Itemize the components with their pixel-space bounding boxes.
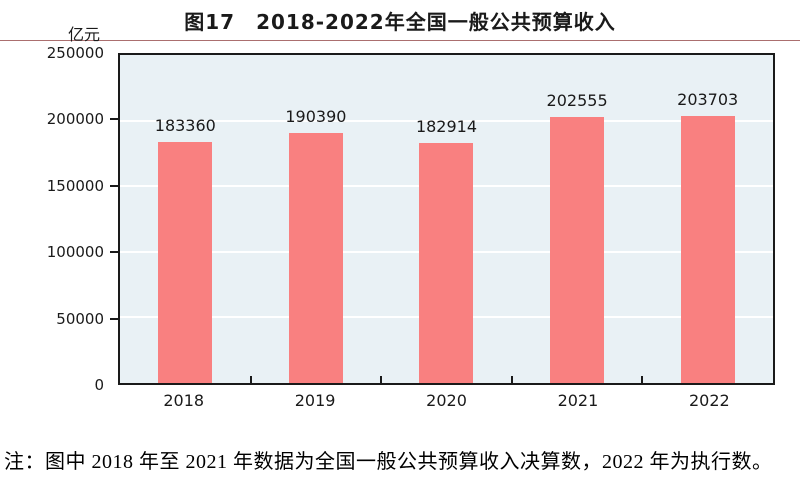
footnote: 注：图中 2018 年至 2021 年数据为全国一般公共预算收入决算数，2022… xyxy=(4,451,773,473)
y-tick-label: 100000 xyxy=(46,243,104,262)
x-axis-category-label: 2018 xyxy=(163,391,205,410)
y-axis-unit-label: 亿元 xyxy=(67,25,100,44)
chart-title: 图17 2018-2022年全国一般公共预算收入 xyxy=(184,10,616,34)
y-tick-label: 250000 xyxy=(46,44,104,62)
y-tick-label: 0 xyxy=(94,376,104,394)
bar xyxy=(419,143,474,383)
bars: 183360 190390 182914 202555 203703 xyxy=(120,55,773,383)
y-tick-label: 50000 xyxy=(56,309,104,328)
x-axis-labels: 2018 2019 2020 2021 2022 xyxy=(118,391,775,410)
x-axis-category-label: 2019 xyxy=(294,391,336,410)
y-tick-label: 150000 xyxy=(46,176,104,195)
bar xyxy=(550,117,605,383)
bar-value-label: 203703 xyxy=(677,89,739,109)
y-tick-mark xyxy=(110,118,118,121)
x-axis-category-label: 2020 xyxy=(426,391,467,410)
bar-value-label: 182914 xyxy=(415,117,478,137)
title-underline-rule xyxy=(0,40,800,41)
gridline xyxy=(120,119,773,122)
bar-column: 202555 xyxy=(512,55,643,383)
y-tick-mark xyxy=(110,317,118,320)
bar xyxy=(158,142,213,383)
bar xyxy=(288,133,343,383)
plot-area: 183360 190390 182914 202555 203703 xyxy=(118,53,775,385)
x-axis-category-label: 2021 xyxy=(557,391,599,410)
y-tick-label: 200000 xyxy=(46,110,104,129)
y-tick-mark xyxy=(110,251,118,254)
bar xyxy=(680,115,735,383)
x-axis-tick-mark xyxy=(510,376,513,383)
x-axis-tick-mark xyxy=(380,376,383,383)
bar-value-label: 190390 xyxy=(285,107,347,127)
x-axis-category-label: 2022 xyxy=(688,391,730,410)
y-tick-mark xyxy=(110,184,118,187)
bar-column: 183360 xyxy=(120,55,251,383)
bar-column: 182914 xyxy=(381,55,512,383)
x-axis-tick-mark xyxy=(249,376,252,383)
bar-column: 190390 xyxy=(251,55,382,383)
bar-column: 203703 xyxy=(642,55,773,383)
y-axis: 250000 200000 150000 100000 50000 0 xyxy=(0,44,118,394)
x-axis-tick-mark xyxy=(641,376,644,383)
bar-value-label: 183360 xyxy=(154,116,216,136)
bar-value-label: 202555 xyxy=(546,91,608,111)
